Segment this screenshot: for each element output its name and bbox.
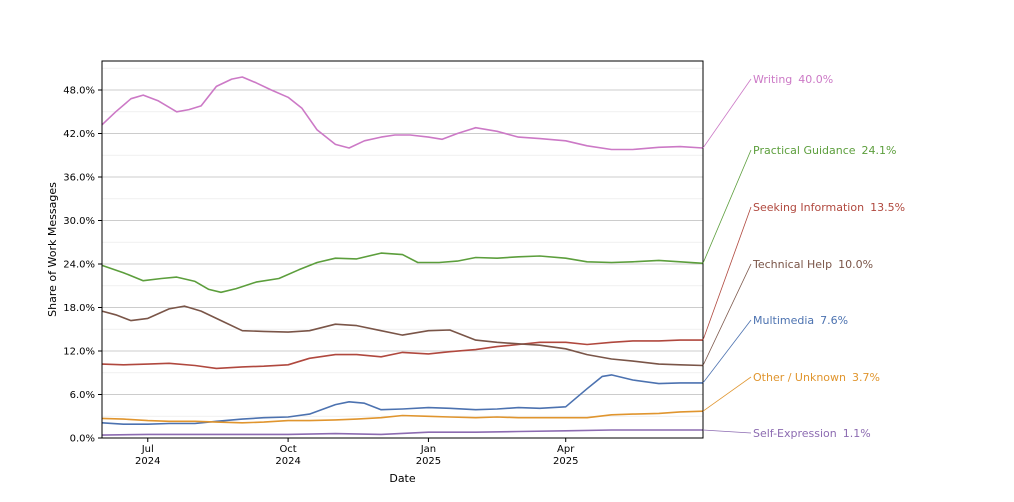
y-tick-label: 6.0% xyxy=(70,390,95,401)
grid xyxy=(102,67,703,439)
leader-line xyxy=(702,319,752,384)
series-name: Self-Expression xyxy=(753,427,837,440)
series-name: Other / Unknown xyxy=(753,371,846,384)
y-tick-label: 24.0% xyxy=(63,260,95,271)
series-line-other-unknown xyxy=(101,410,704,424)
x-tick-month: Oct xyxy=(279,444,296,455)
x-tick-year: 2024 xyxy=(275,456,300,467)
y-tick-label: 12.0% xyxy=(63,347,95,358)
series-label-self-expression: Self-Expression 1.1% xyxy=(753,427,871,440)
x-tick-year: 2024 xyxy=(135,456,160,467)
series-end-value: 3.7% xyxy=(852,371,880,384)
series-line-self-expression xyxy=(101,429,703,436)
y-tick-label: 0.0% xyxy=(70,434,95,445)
series-line-seeking-information xyxy=(101,339,703,370)
series-end-value: 24.1% xyxy=(862,144,897,157)
leader-line xyxy=(702,149,752,264)
x-tick-year: 2025 xyxy=(416,456,441,467)
leader-line xyxy=(702,206,752,341)
series-label-seeking-information: Seeking Information 13.5% xyxy=(753,201,905,214)
y-tick-label: 42.0% xyxy=(63,129,95,140)
series-line-writing xyxy=(101,76,704,151)
y-axis-label: Share of Work Messages xyxy=(46,182,59,317)
series-lines xyxy=(101,76,704,436)
series-end-value: 40.0% xyxy=(798,73,833,86)
leader-line xyxy=(702,78,752,149)
x-tick-year: 2025 xyxy=(553,456,578,467)
series-label-multimedia: Multimedia 7.6% xyxy=(753,314,848,327)
y-tick-label: 18.0% xyxy=(63,303,95,314)
series-name: Multimedia xyxy=(753,314,814,327)
y-tick-label: 48.0% xyxy=(63,86,95,97)
series-labels: Writing 40.0% Practical Guidance 24.1% Seeki… xyxy=(702,73,905,440)
y-tick-label: 36.0% xyxy=(63,173,95,184)
series-label-practical-guidance: Practical Guidance 24.1% xyxy=(753,144,896,157)
leader-line xyxy=(702,429,752,434)
series-line-multimedia xyxy=(101,374,703,425)
series-end-value: 13.5% xyxy=(870,201,905,214)
leader-line xyxy=(702,376,752,412)
series-name: Practical Guidance xyxy=(753,144,856,157)
series-name: Technical Help xyxy=(752,258,832,271)
series-end-value: 10.0% xyxy=(838,258,873,271)
y-tick-label: 30.0% xyxy=(63,216,95,227)
series-label-technical-help: Technical Help 10.0% xyxy=(752,258,873,271)
series-line-practical-guidance xyxy=(101,252,704,294)
x-tick-month: Apr xyxy=(557,444,575,455)
x-axis-label: Date xyxy=(389,472,416,485)
series-end-value: 1.1% xyxy=(843,427,871,440)
series-label-writing: Writing 40.0% xyxy=(753,73,833,86)
series-line-technical-help xyxy=(101,305,704,367)
series-name: Writing xyxy=(753,73,792,86)
series-label-other-unknown: Other / Unknown 3.7% xyxy=(753,371,880,384)
x-tick-month: Jan xyxy=(420,444,436,455)
series-name: Seeking Information xyxy=(753,201,864,214)
leader-line xyxy=(702,263,752,366)
plot-frame xyxy=(101,60,704,439)
series-end-value: 7.6% xyxy=(820,314,848,327)
x-tick-month: Jul xyxy=(141,444,154,455)
y-axis: 0.0% 6.0% 12.0% 18.0% 24.0% 30.0% 36.0% 42.0% 48… xyxy=(63,86,102,445)
